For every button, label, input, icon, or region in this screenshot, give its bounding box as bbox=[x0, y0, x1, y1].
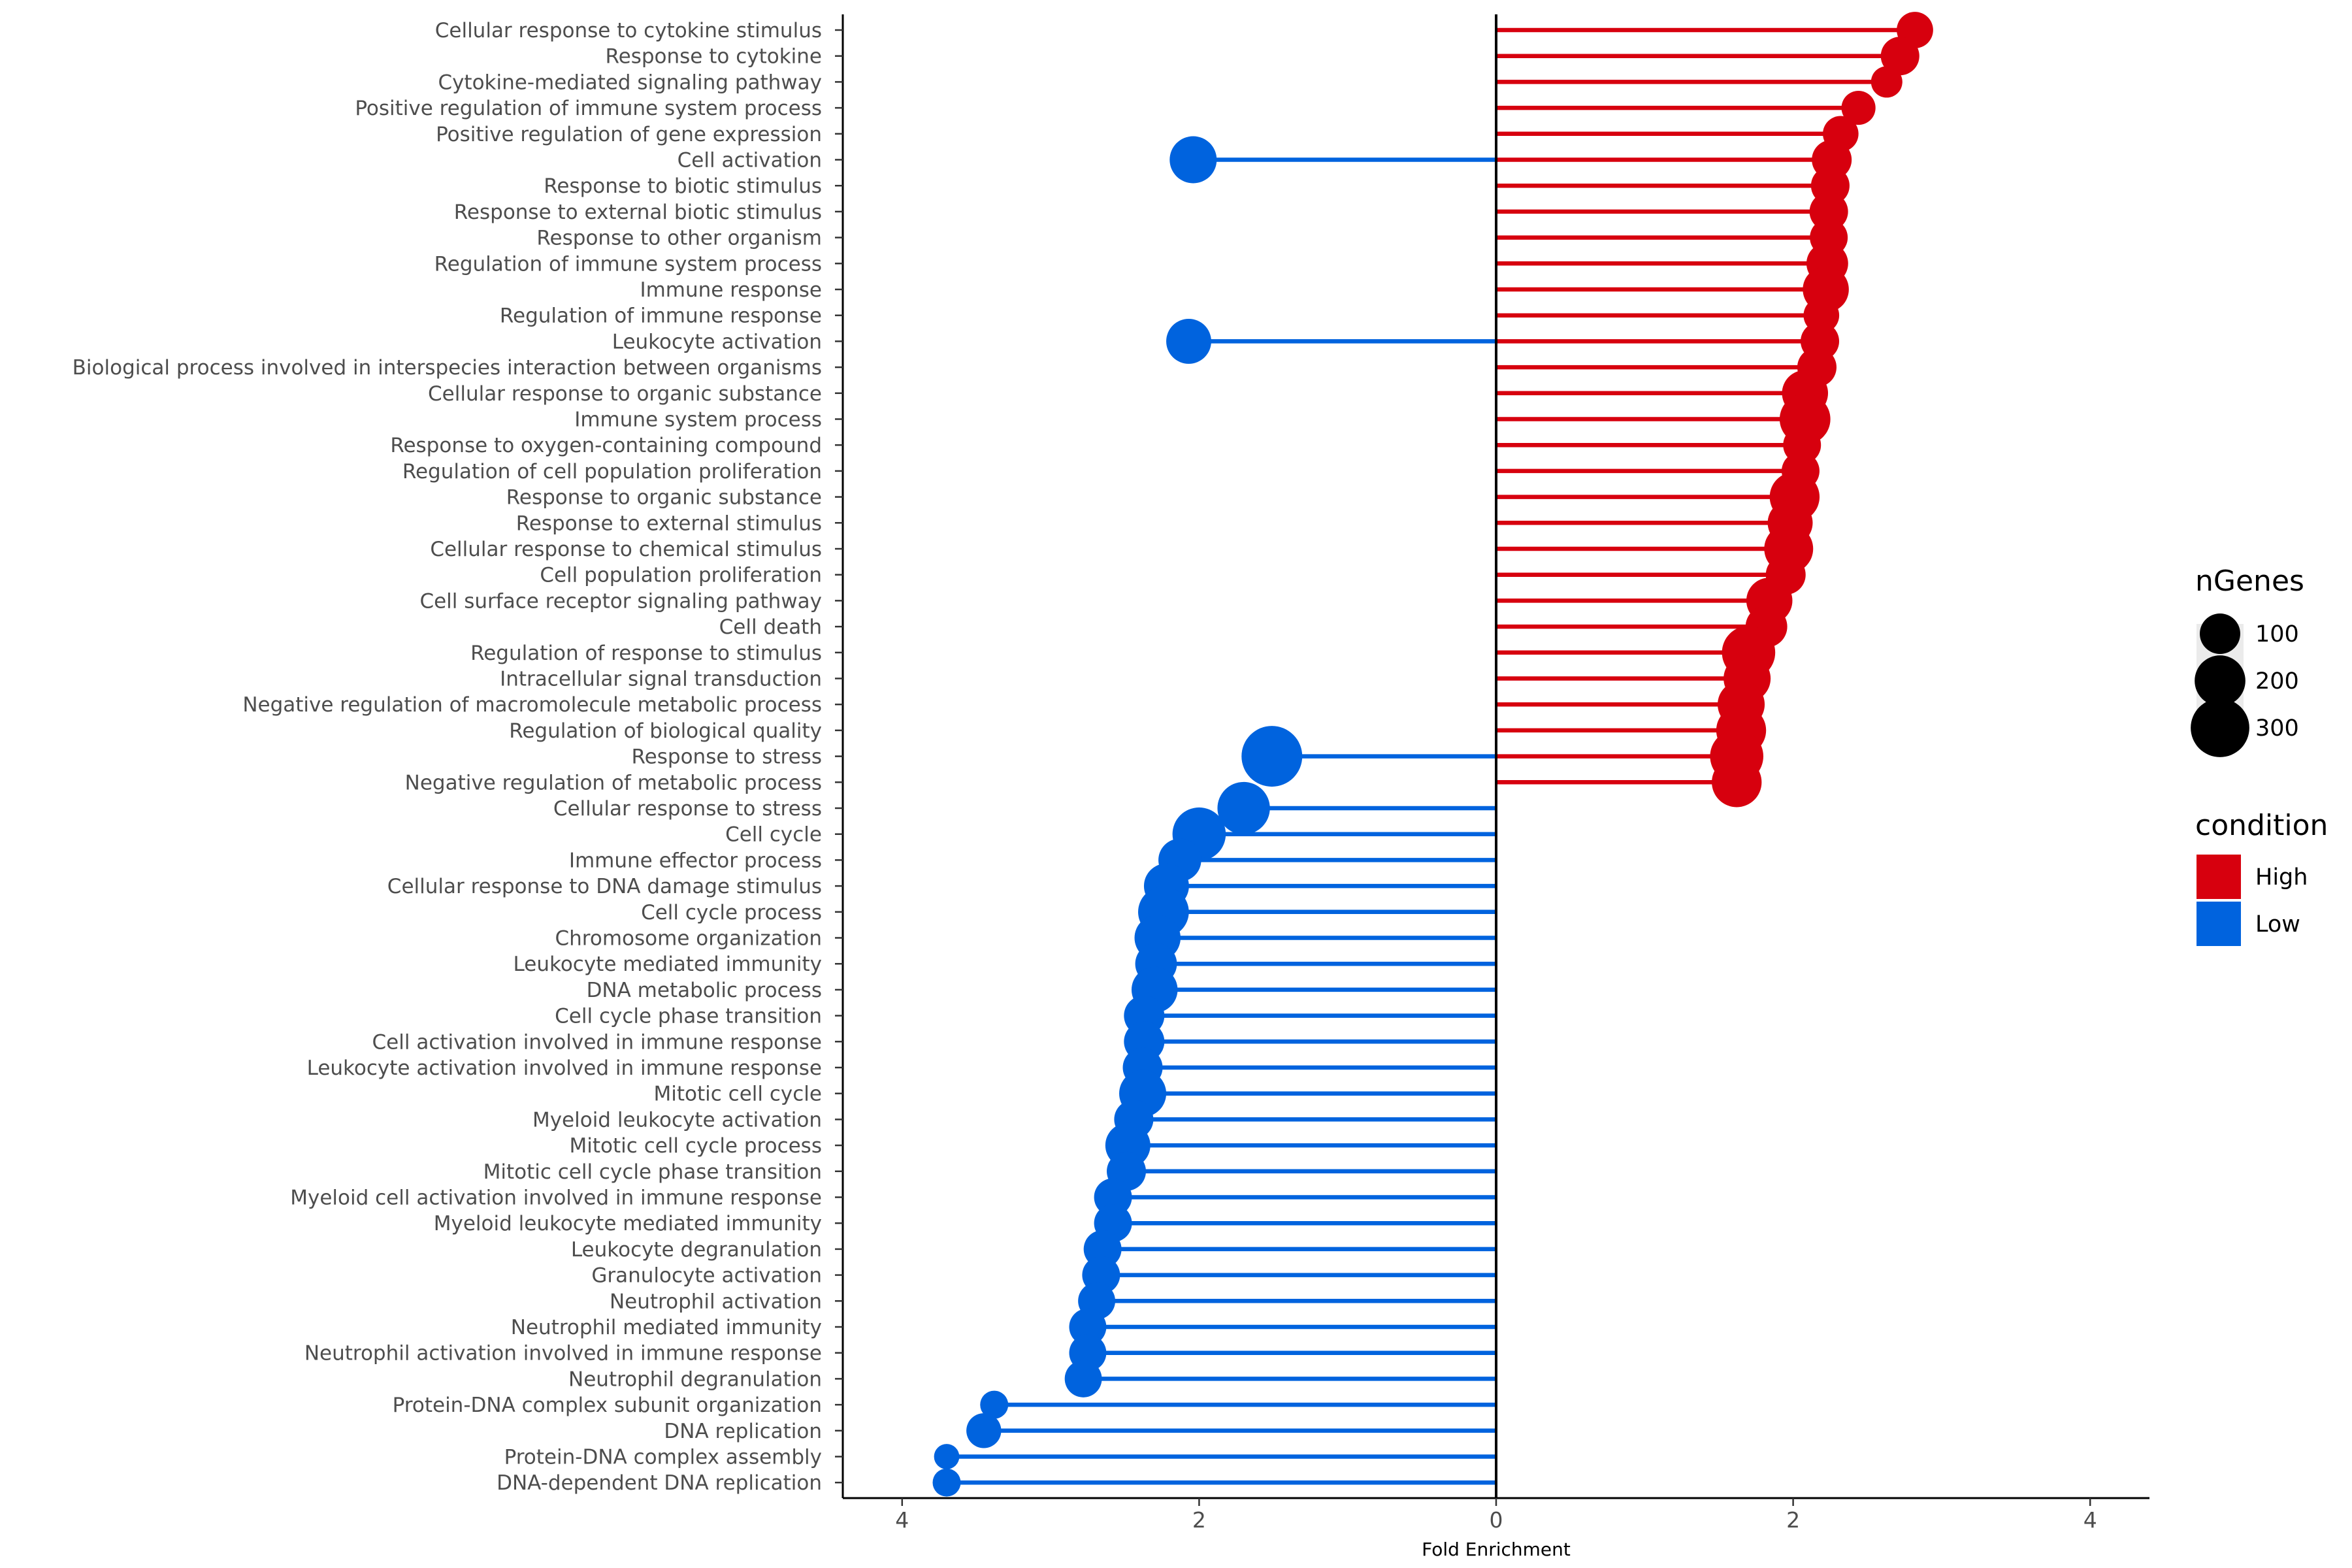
term-label: Cell population proliferation bbox=[540, 564, 822, 587]
high-point bbox=[1712, 757, 1762, 808]
term-label: Cellular response to stress bbox=[553, 797, 822, 821]
term-label: Response to external biotic stimulus bbox=[454, 201, 822, 224]
term-label: Granulocyte activation bbox=[591, 1264, 822, 1288]
high-point bbox=[1880, 37, 1919, 76]
low-point bbox=[980, 1390, 1009, 1419]
high-point bbox=[1870, 66, 1903, 98]
term-label: Cell activation bbox=[678, 149, 822, 172]
size-legend-dot bbox=[2200, 613, 2240, 654]
term-label: Negative regulation of macromolecule met… bbox=[242, 693, 822, 717]
term-label: DNA replication bbox=[664, 1420, 822, 1443]
term-label: Mitotic cell cycle bbox=[654, 1083, 822, 1106]
term-label: Regulation of immune response bbox=[500, 304, 822, 328]
color-legend-label: High bbox=[2255, 864, 2308, 890]
low-point bbox=[934, 1444, 960, 1469]
term-label: Response to biotic stimulus bbox=[544, 174, 822, 198]
low-point bbox=[1217, 781, 1270, 835]
color-legend-entries: High Low bbox=[2197, 855, 2308, 946]
term-label: Cell cycle phase transition bbox=[555, 1005, 822, 1028]
term-label: Response to external stimulus bbox=[516, 512, 822, 535]
size-legend-dot bbox=[2195, 655, 2246, 706]
x-axis-ticks: 4 2 0 2 4 bbox=[895, 1498, 2097, 1533]
term-label: Cell activation involved in immune respo… bbox=[372, 1030, 822, 1054]
low-point bbox=[966, 1413, 1002, 1448]
x-tick-label: 4 bbox=[2083, 1507, 2097, 1533]
term-label: Leukocyte mediated immunity bbox=[514, 953, 822, 976]
high-point bbox=[1809, 192, 1848, 231]
term-label: Regulation of cell population proliferat… bbox=[402, 460, 822, 483]
size-legend-label: 200 bbox=[2255, 668, 2299, 694]
term-label: Cell cycle process bbox=[641, 901, 822, 924]
size-legend-dot bbox=[2191, 698, 2249, 757]
term-label: Leukocyte activation bbox=[612, 330, 822, 353]
term-label: Cell death bbox=[719, 615, 822, 639]
x-tick-label: 2 bbox=[1786, 1507, 1800, 1533]
term-label: Neutrophil activation involved in immune… bbox=[304, 1342, 822, 1365]
term-label: Response to cytokine bbox=[605, 45, 822, 69]
term-label: Cellular response to organic substance bbox=[428, 382, 822, 406]
term-label: Neutrophil degranulation bbox=[568, 1367, 822, 1391]
term-label: Protein-DNA complex assembly bbox=[504, 1446, 822, 1469]
low-point bbox=[1069, 1308, 1107, 1346]
term-label: Myeloid leukocyte mediated immunity bbox=[434, 1212, 822, 1235]
size-legend-label: 100 bbox=[2255, 621, 2299, 647]
size-legend-title: nGenes bbox=[2195, 564, 2304, 598]
size-legend-entries: 100 200 300 bbox=[2191, 613, 2299, 757]
term-label: Response to other organism bbox=[536, 227, 822, 250]
term-label: Cell cycle bbox=[725, 823, 822, 847]
term-label: Immune response bbox=[640, 278, 822, 302]
term-label: Intracellular signal transduction bbox=[500, 668, 822, 691]
term-label: Regulation of immune system process bbox=[434, 252, 822, 276]
term-label: Response to stress bbox=[632, 745, 822, 769]
term-label: Cellular response to chemical stimulus bbox=[430, 538, 822, 561]
term-label: Cellular response to DNA damage stimulus bbox=[387, 875, 822, 898]
term-label: Biological process involved in interspec… bbox=[73, 356, 822, 380]
term-label: Neutrophil mediated immunity bbox=[511, 1316, 822, 1339]
color-legend-label: Low bbox=[2255, 911, 2300, 938]
term-label: Cellular response to cytokine stimulus bbox=[435, 19, 822, 42]
term-label: Positive regulation of gene expression bbox=[436, 123, 822, 146]
high-point bbox=[1841, 91, 1876, 125]
term-label: Response to oxygen-containing compound bbox=[390, 434, 822, 457]
low-point bbox=[1169, 136, 1217, 184]
color-legend-swatch bbox=[2197, 902, 2241, 946]
x-tick-label: 4 bbox=[895, 1507, 909, 1533]
term-label: Cell surface receptor signaling pathway bbox=[419, 589, 822, 613]
term-label: Leukocyte degranulation bbox=[571, 1238, 822, 1262]
term-label: Regulation of biological quality bbox=[509, 719, 822, 743]
term-label: Positive regulation of immune system pro… bbox=[355, 97, 822, 120]
term-label: Response to organic substance bbox=[506, 486, 822, 510]
term-label: Cytokine-mediated signaling pathway bbox=[438, 71, 822, 94]
low-point bbox=[1166, 318, 1211, 364]
low-point bbox=[1064, 1360, 1102, 1397]
term-label: Regulation of response to stimulus bbox=[470, 642, 822, 665]
size-legend-label: 300 bbox=[2255, 715, 2299, 742]
term-label: Protein-DNA complex subunit organization bbox=[393, 1394, 822, 1417]
legend: nGenes 100 200 300 condition High Low bbox=[2191, 564, 2328, 946]
low-point bbox=[1094, 1178, 1132, 1217]
color-legend-swatch bbox=[2197, 855, 2241, 899]
term-labels: Cellular response to cytokine stimulus Re… bbox=[73, 19, 822, 1495]
term-label: Neutrophil activation bbox=[610, 1290, 822, 1313]
x-axis-title: Fold Enrichment bbox=[1422, 1539, 1571, 1560]
term-label: Mitotic cell cycle process bbox=[570, 1134, 822, 1158]
term-label: Myeloid cell activation involved in immu… bbox=[290, 1186, 822, 1210]
term-label: Immune effector process bbox=[569, 849, 822, 872]
x-tick-label: 0 bbox=[1490, 1507, 1503, 1533]
term-label: DNA metabolic process bbox=[587, 979, 822, 1002]
low-point bbox=[932, 1468, 961, 1497]
term-label: Mitotic cell cycle phase transition bbox=[483, 1160, 822, 1184]
term-label: Negative regulation of metabolic process bbox=[405, 771, 822, 794]
term-label: Leukocyte activation involved in immune … bbox=[307, 1056, 822, 1080]
low-point bbox=[1241, 726, 1303, 787]
color-legend-title: condition bbox=[2195, 809, 2328, 842]
term-label: DNA-dependent DNA replication bbox=[497, 1471, 822, 1495]
plot-area bbox=[932, 12, 1933, 1497]
x-tick-label: 2 bbox=[1192, 1507, 1206, 1533]
term-label: Myeloid leukocyte activation bbox=[532, 1108, 822, 1132]
term-label: Immune system process bbox=[574, 408, 822, 432]
term-label: Chromosome organization bbox=[555, 927, 822, 951]
